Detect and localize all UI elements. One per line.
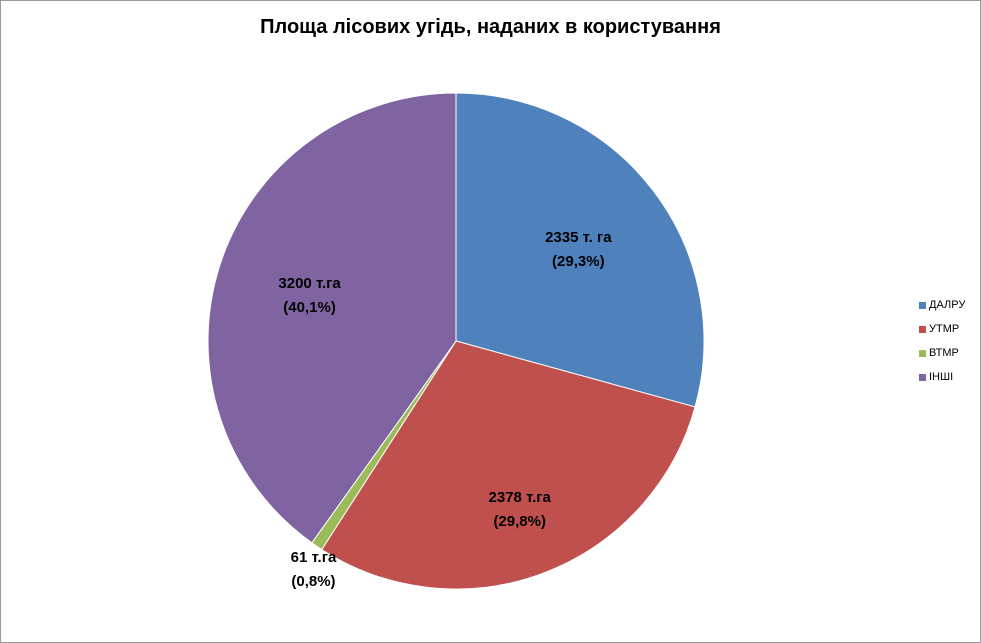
slice-value-label: 3200 т.га <box>278 275 341 292</box>
slice-percent-label: (0,8%) <box>291 573 335 590</box>
legend-label: УТМР <box>929 323 960 335</box>
legend-item: ІНШІ <box>919 371 965 383</box>
legend-label: ІНШІ <box>929 371 954 383</box>
legend-swatch <box>919 301 926 309</box>
legend-item: УТМР <box>919 323 965 335</box>
pie-slice-4 <box>207 92 457 544</box>
slice-percent-label: (40,1%) <box>283 299 336 316</box>
pie-slice-2 <box>321 340 696 590</box>
legend: ДАЛРУ УТМР ВТМР ІНШІ <box>919 299 965 395</box>
slice-value-label: 2378 т.га <box>489 489 552 506</box>
legend-swatch <box>919 325 926 333</box>
slice-value-label: 2335 т. га <box>545 229 612 246</box>
legend-item: ВТМР <box>919 347 965 359</box>
chart-title: Площа лісових угідь, наданих в користува… <box>260 16 721 38</box>
legend-swatch <box>919 373 926 381</box>
pie-slice-1 <box>455 92 705 408</box>
legend-label: ДАЛРУ <box>929 299 966 311</box>
legend-label: ВТМР <box>929 347 959 359</box>
slice-percent-label: (29,8%) <box>493 513 546 530</box>
slice-value-label: 61 т.га <box>291 549 337 566</box>
slice-percent-label: (29,3%) <box>552 253 605 270</box>
legend-swatch <box>919 349 926 357</box>
legend-item: ДАЛРУ <box>919 299 965 311</box>
